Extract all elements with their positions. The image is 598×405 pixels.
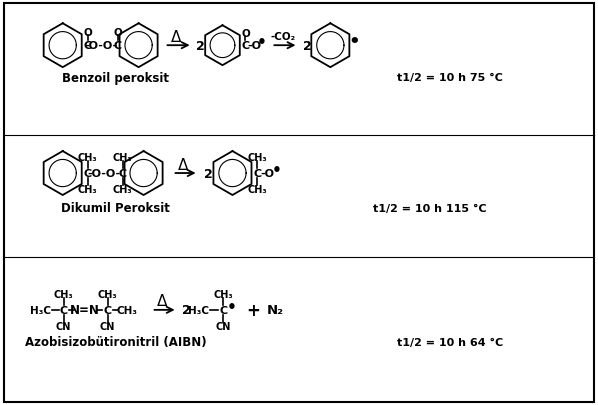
- Text: H₃C: H₃C: [188, 305, 209, 315]
- Text: C: C: [118, 168, 127, 179]
- Text: 2: 2: [204, 167, 213, 180]
- Text: -O-O-: -O-O-: [87, 168, 120, 179]
- Text: C: C: [219, 305, 228, 315]
- Text: Δ: Δ: [157, 294, 168, 309]
- Text: •: •: [227, 300, 236, 315]
- Text: C: C: [254, 168, 261, 179]
- Text: O: O: [83, 28, 92, 38]
- Text: CH₃: CH₃: [248, 185, 267, 194]
- Text: C: C: [114, 41, 121, 51]
- Text: t1/2 = 10 h 64 °C: t1/2 = 10 h 64 °C: [397, 337, 504, 347]
- Text: N=N: N=N: [70, 304, 100, 317]
- Text: CH₃: CH₃: [248, 153, 267, 163]
- Text: 2: 2: [182, 304, 191, 317]
- Text: •: •: [349, 33, 360, 51]
- Text: -O-O-: -O-O-: [84, 41, 117, 51]
- Text: Azobisizobütironitril (AIBN): Azobisizobütironitril (AIBN): [25, 335, 206, 348]
- Text: -O: -O: [248, 41, 261, 51]
- Text: Dikumil Peroksit: Dikumil Peroksit: [61, 202, 170, 215]
- Text: Δ: Δ: [172, 30, 182, 45]
- Text: C: C: [84, 41, 91, 51]
- Text: t1/2 = 10 h 115 °C: t1/2 = 10 h 115 °C: [373, 203, 487, 213]
- Text: CN: CN: [216, 321, 231, 331]
- Text: CH₃: CH₃: [213, 289, 233, 299]
- Text: •: •: [271, 162, 281, 177]
- Text: C: C: [84, 168, 91, 179]
- Text: Benzoil peroksit: Benzoil peroksit: [62, 72, 169, 85]
- Text: -O: -O: [260, 168, 274, 179]
- Text: O: O: [113, 28, 122, 38]
- Text: C: C: [60, 305, 68, 315]
- Text: CH₃: CH₃: [54, 289, 74, 299]
- Text: C: C: [103, 305, 112, 315]
- Text: H₃C: H₃C: [30, 305, 51, 315]
- Text: CN: CN: [100, 321, 115, 331]
- Text: O: O: [241, 29, 250, 39]
- Text: -CO₂: -CO₂: [271, 32, 296, 42]
- Text: CH₃: CH₃: [113, 153, 132, 163]
- Text: CH₃: CH₃: [78, 153, 97, 163]
- Text: CH₃: CH₃: [116, 305, 137, 315]
- Text: C: C: [242, 41, 249, 51]
- Text: •: •: [257, 34, 266, 49]
- Text: N₂: N₂: [267, 304, 284, 317]
- Text: CH₃: CH₃: [78, 185, 97, 194]
- Text: CN: CN: [56, 321, 71, 331]
- Text: Δ: Δ: [178, 157, 189, 172]
- Text: 2: 2: [303, 40, 312, 53]
- Text: +: +: [246, 301, 260, 319]
- Text: 2: 2: [196, 40, 205, 53]
- Text: CH₃: CH₃: [98, 289, 117, 299]
- Text: t1/2 = 10 h 75 °C: t1/2 = 10 h 75 °C: [397, 73, 503, 83]
- Text: CH₃: CH₃: [113, 185, 132, 194]
